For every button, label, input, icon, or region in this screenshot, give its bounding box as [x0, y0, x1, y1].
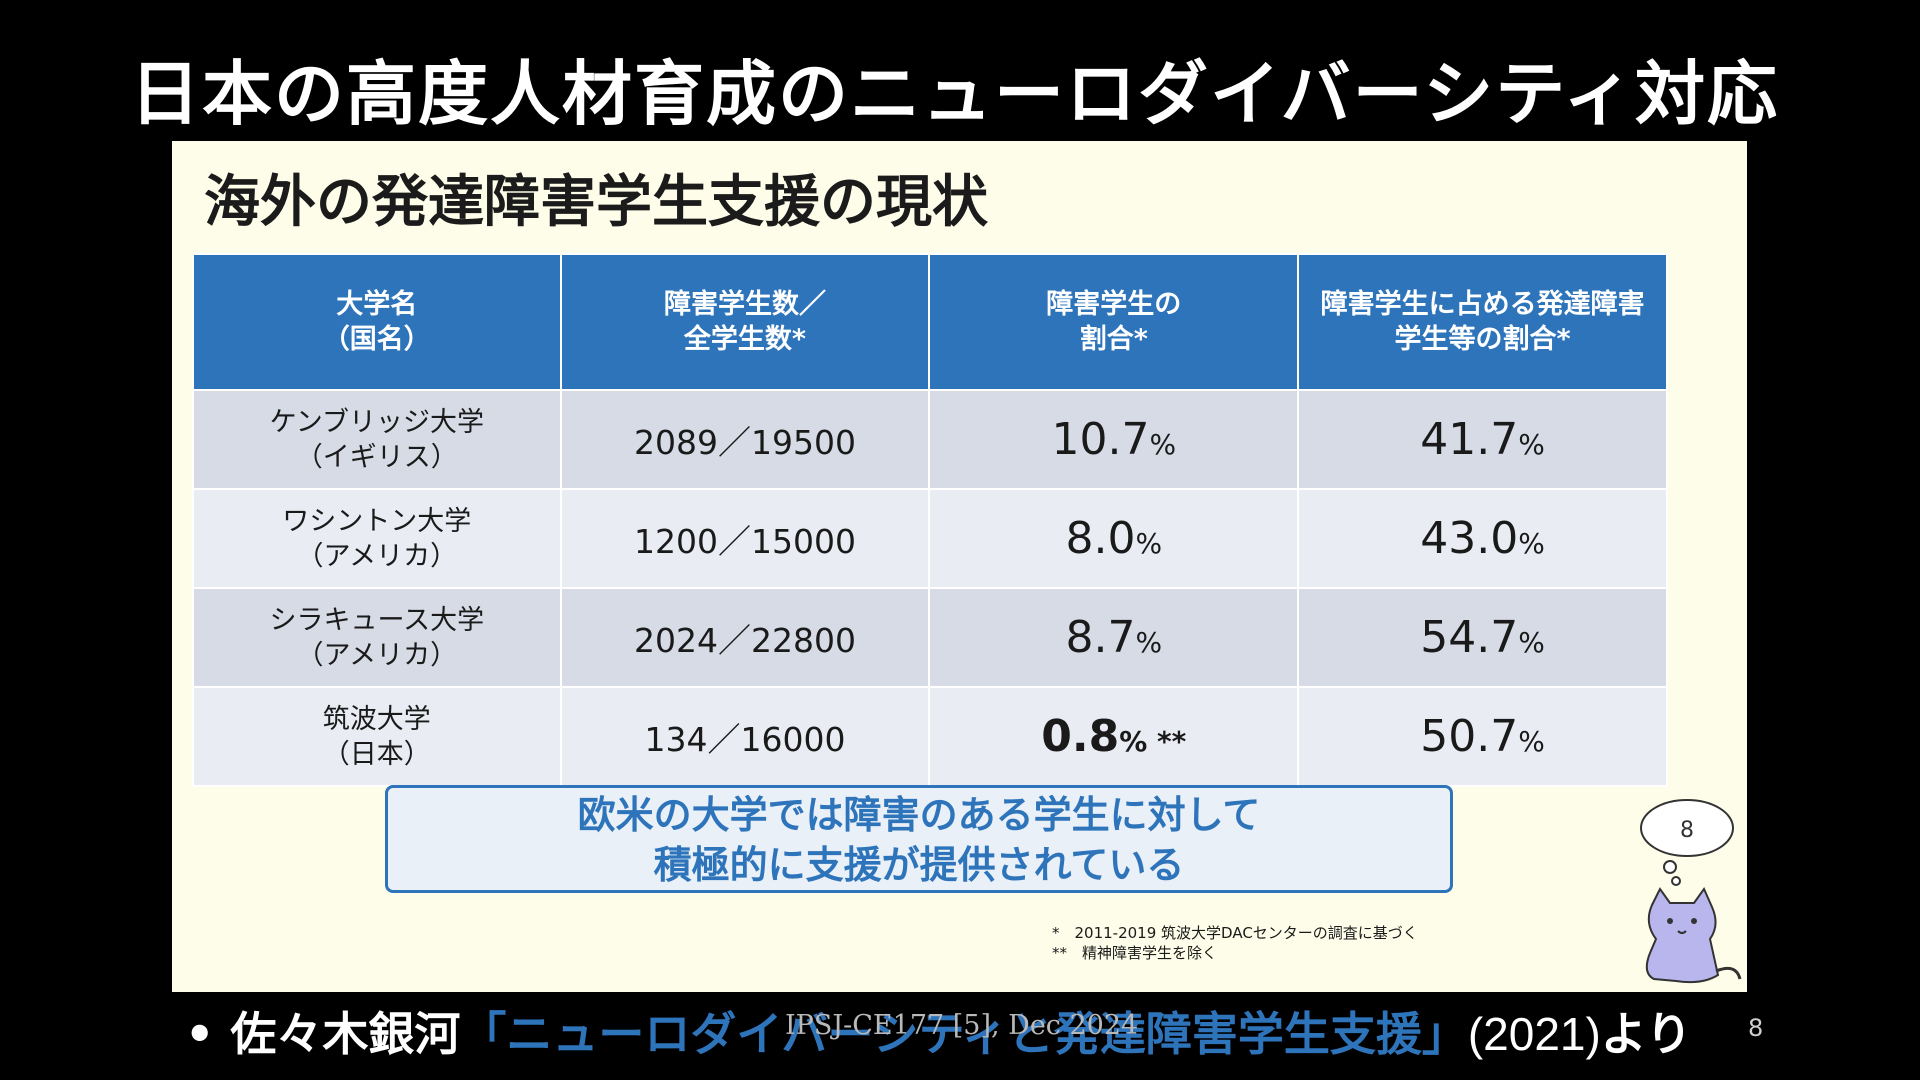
table-row: 筑波大学 （日本） 134／16000 0.8% ** 50.7%: [192, 686, 1668, 787]
citation-year: (2021): [1467, 1008, 1601, 1060]
conference-overlay: IPSJ-CE177 [5], Dec 2024: [785, 1010, 1139, 1041]
student-count: 2024／22800: [559, 587, 931, 688]
slide-image-panel: 海外の発達障害学生支援の現状 大学名 （国名） 障害学生数／ 全学生数* 障害学生の…: [172, 141, 1747, 992]
header-university: 大学名 （国名）: [192, 253, 562, 391]
footnotes: * 2011-2019 筑波大学DACセンターの調査に基づく ** 精神障害学生…: [1052, 923, 1418, 963]
cat-mascot-icon: 8: [1640, 799, 1742, 984]
table-header-row: 大学名 （国名） 障害学生数／ 全学生数* 障害学生の 割合* 障害学生に占める発達障…: [192, 253, 1668, 391]
disability-ratio-highlight: 0.8% **: [928, 686, 1300, 787]
footnote-2: ** 精神障害学生を除く: [1052, 944, 1218, 962]
thought-bubble-icon: 8: [1640, 799, 1734, 886]
header-dev-ratio: 障害学生に占める発達障害 学生等の割合*: [1297, 253, 1668, 391]
callout-box: 欧米の大学では障害のある学生に対して 積極的に支援が提供されている: [385, 785, 1453, 893]
dev-disability-ratio: 50.7%: [1297, 686, 1668, 787]
header-count: 障害学生数／ 全学生数*: [559, 253, 931, 391]
slide-number: 8: [1748, 1014, 1764, 1042]
dev-disability-ratio: 41.7%: [1297, 389, 1668, 490]
student-count: 1200／15000: [559, 488, 931, 589]
citation-author: 佐々木銀河: [230, 1007, 461, 1061]
table-row: シラキュース大学 （アメリカ） 2024／22800 8.7% 54.7%: [192, 587, 1668, 688]
student-count: 134／16000: [559, 686, 931, 787]
university-name: シラキュース大学 （アメリカ）: [192, 587, 562, 688]
university-name: ケンブリッジ大学 （イギリス）: [192, 389, 562, 490]
slide-title: 日本の高度人材育成のニューロダイバーシティ対応: [130, 53, 1779, 135]
disability-ratio: 8.7%: [928, 587, 1300, 688]
cat-body-icon: [1645, 886, 1742, 984]
citation-source: 「ニューロダイバーシティと発達障害学生支援」: [460, 1007, 1468, 1061]
header-ratio: 障害学生の 割合*: [928, 253, 1300, 391]
university-table: 大学名 （国名） 障害学生数／ 全学生数* 障害学生の 割合* 障害学生に占める発達障…: [192, 253, 1668, 787]
student-count: 2089／19500: [559, 389, 931, 490]
university-name: 筑波大学 （日本）: [192, 686, 562, 787]
disability-ratio: 10.7%: [928, 389, 1300, 490]
university-name: ワシントン大学 （アメリカ）: [192, 488, 562, 589]
dev-disability-ratio: 54.7%: [1297, 587, 1668, 688]
footnote-1: * 2011-2019 筑波大学DACセンターの調査に基づく: [1052, 924, 1418, 942]
table-row: ケンブリッジ大学 （イギリス） 2089／19500 10.7% 41.7%: [192, 389, 1668, 490]
citation-line: • 佐々木銀河「ニューロダイバーシティと発達障害学生支援」(2021)より: [185, 1007, 1692, 1061]
dev-disability-ratio: 43.0%: [1297, 488, 1668, 589]
bubble-number: 8: [1680, 818, 1694, 843]
panel-title: 海外の発達障害学生支援の現状: [204, 170, 988, 235]
disability-ratio: 8.0%: [928, 488, 1300, 589]
table-row: ワシントン大学 （アメリカ） 1200／15000 8.0% 43.0%: [192, 488, 1668, 589]
